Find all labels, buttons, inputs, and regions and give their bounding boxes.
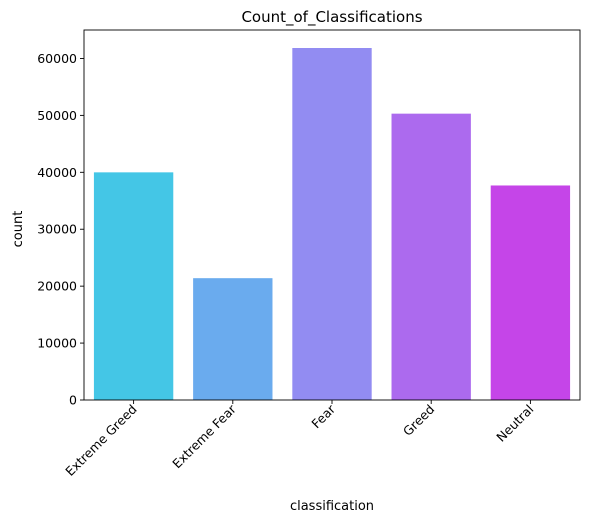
x-tick-label: Extreme Fear [169, 401, 239, 471]
x-tick-label: Fear [308, 401, 338, 431]
y-tick-label: 40000 [37, 165, 77, 180]
bar-greed [391, 113, 471, 400]
y-tick-label: 60000 [37, 51, 77, 66]
y-tick-label: 0 [69, 393, 77, 408]
x-axis-title: classification [290, 499, 374, 514]
chart-title: Count_of_Classifications [241, 8, 422, 27]
bar-extreme-fear [193, 278, 273, 400]
y-tick-label: 20000 [37, 279, 77, 294]
y-tick-label: 10000 [37, 336, 77, 351]
x-tick-label: Neutral [493, 402, 536, 445]
y-axis-title: count [11, 211, 26, 248]
y-tick-label: 50000 [37, 108, 77, 123]
bar-extreme-greed [93, 172, 174, 400]
bars-layer [93, 48, 571, 400]
bar-fear [292, 48, 372, 400]
x-tick-label: Greed [400, 402, 437, 439]
bar-neutral [490, 185, 571, 400]
y-tick-label: 30000 [37, 222, 77, 237]
x-tick-label: Extreme Greed [62, 402, 139, 479]
